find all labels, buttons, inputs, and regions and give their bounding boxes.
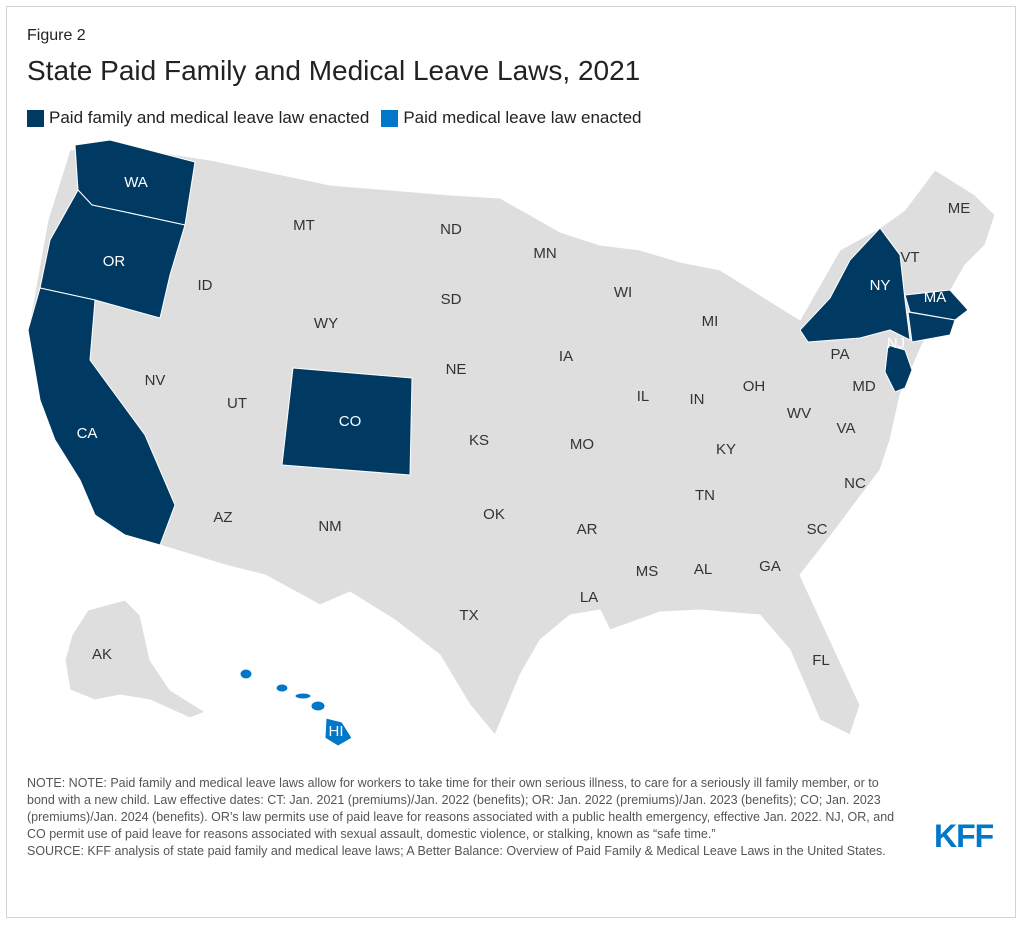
label-ms: MS bbox=[636, 563, 659, 580]
label-mt: MT bbox=[293, 217, 315, 234]
label-ut: UT bbox=[227, 395, 247, 412]
label-nv: NV bbox=[145, 372, 166, 389]
state-labels: WA OR CA ID NV MT WY UT AZ CO NM ND SD N… bbox=[77, 174, 971, 740]
label-wy: WY bbox=[314, 315, 338, 332]
map-title: State Paid Family and Medical Leave Laws… bbox=[27, 55, 641, 86]
label-ia: IA bbox=[559, 348, 573, 365]
label-ks: KS bbox=[469, 432, 489, 449]
legend: Paid family and medical leave law enacte… bbox=[27, 108, 654, 128]
label-oh: OH bbox=[743, 378, 766, 395]
label-ga: GA bbox=[759, 558, 781, 575]
label-md: MD bbox=[852, 378, 875, 395]
label-sd: SD bbox=[441, 291, 462, 308]
label-ky: KY bbox=[716, 441, 736, 458]
label-hi: HI bbox=[329, 723, 344, 740]
state-ak[interactable] bbox=[64, 599, 206, 719]
label-nj: NJ bbox=[887, 335, 905, 352]
label-wv: WV bbox=[787, 405, 811, 422]
legend-label: Paid family and medical leave law enacte… bbox=[49, 108, 370, 127]
label-nd: ND bbox=[440, 221, 462, 238]
state-hi[interactable] bbox=[324, 717, 353, 747]
label-va: VA bbox=[837, 420, 856, 437]
state-or[interactable] bbox=[39, 189, 186, 319]
label-ma: MA bbox=[924, 289, 947, 306]
legend-item-family-medical: Paid family and medical leave law enacte… bbox=[27, 108, 369, 128]
state-ny[interactable] bbox=[799, 227, 911, 343]
label-tx: TX bbox=[459, 607, 478, 624]
state-co[interactable] bbox=[281, 367, 413, 476]
label-in: IN bbox=[690, 391, 705, 408]
label-ok: OK bbox=[483, 506, 505, 523]
label-co: CO bbox=[339, 413, 362, 430]
hawaii-island-kauai[interactable] bbox=[239, 668, 253, 680]
label-id: ID bbox=[198, 277, 213, 294]
label-wi: WI bbox=[614, 284, 632, 301]
label-me: ME bbox=[948, 200, 971, 217]
state-ct-ri[interactable] bbox=[907, 311, 956, 343]
label-vt: VT bbox=[900, 249, 919, 266]
label-mn: MN bbox=[533, 245, 556, 262]
label-al: AL bbox=[694, 561, 712, 578]
label-pa: PA bbox=[831, 346, 850, 363]
label-tn: TN bbox=[695, 487, 715, 504]
legend-item-medical: Paid medical leave law enacted bbox=[381, 108, 642, 128]
source-text: SOURCE: KFF analysis of state paid famil… bbox=[27, 844, 886, 858]
label-az: AZ bbox=[213, 509, 232, 526]
legend-swatch-dark bbox=[27, 109, 44, 127]
label-ak: AK bbox=[92, 646, 112, 663]
label-ne: NE bbox=[446, 361, 467, 378]
label-la: LA bbox=[580, 589, 598, 606]
legend-label: Paid medical leave law enacted bbox=[403, 108, 642, 127]
kff-logo: KFF bbox=[934, 818, 994, 854]
hawaii-island-maui[interactable] bbox=[310, 700, 326, 712]
label-mo: MO bbox=[570, 436, 594, 453]
legend-swatch-light bbox=[381, 109, 399, 127]
label-or: OR bbox=[103, 253, 126, 270]
label-ca: CA bbox=[77, 425, 98, 442]
label-ny: NY bbox=[870, 277, 891, 294]
note-text: NOTE: NOTE: Paid family and medical leav… bbox=[27, 776, 895, 841]
us-landmass bbox=[29, 144, 996, 736]
state-ma[interactable] bbox=[904, 289, 969, 321]
label-il: IL bbox=[637, 388, 650, 405]
label-mi: MI bbox=[702, 313, 719, 330]
figure-label: Figure 2 bbox=[27, 27, 86, 44]
state-nj[interactable] bbox=[884, 344, 913, 393]
label-nm: NM bbox=[318, 518, 341, 535]
note-block: NOTE: NOTE: Paid family and medical leav… bbox=[27, 775, 907, 860]
label-ar: AR bbox=[577, 521, 598, 538]
label-wa: WA bbox=[124, 174, 148, 191]
hawaii-island-oahu[interactable] bbox=[275, 683, 289, 693]
hawaii-island-molokai[interactable] bbox=[294, 692, 312, 700]
label-fl: FL bbox=[812, 652, 830, 669]
state-ca[interactable] bbox=[27, 287, 176, 546]
label-sc: SC bbox=[807, 521, 828, 538]
label-nc: NC bbox=[844, 475, 866, 492]
